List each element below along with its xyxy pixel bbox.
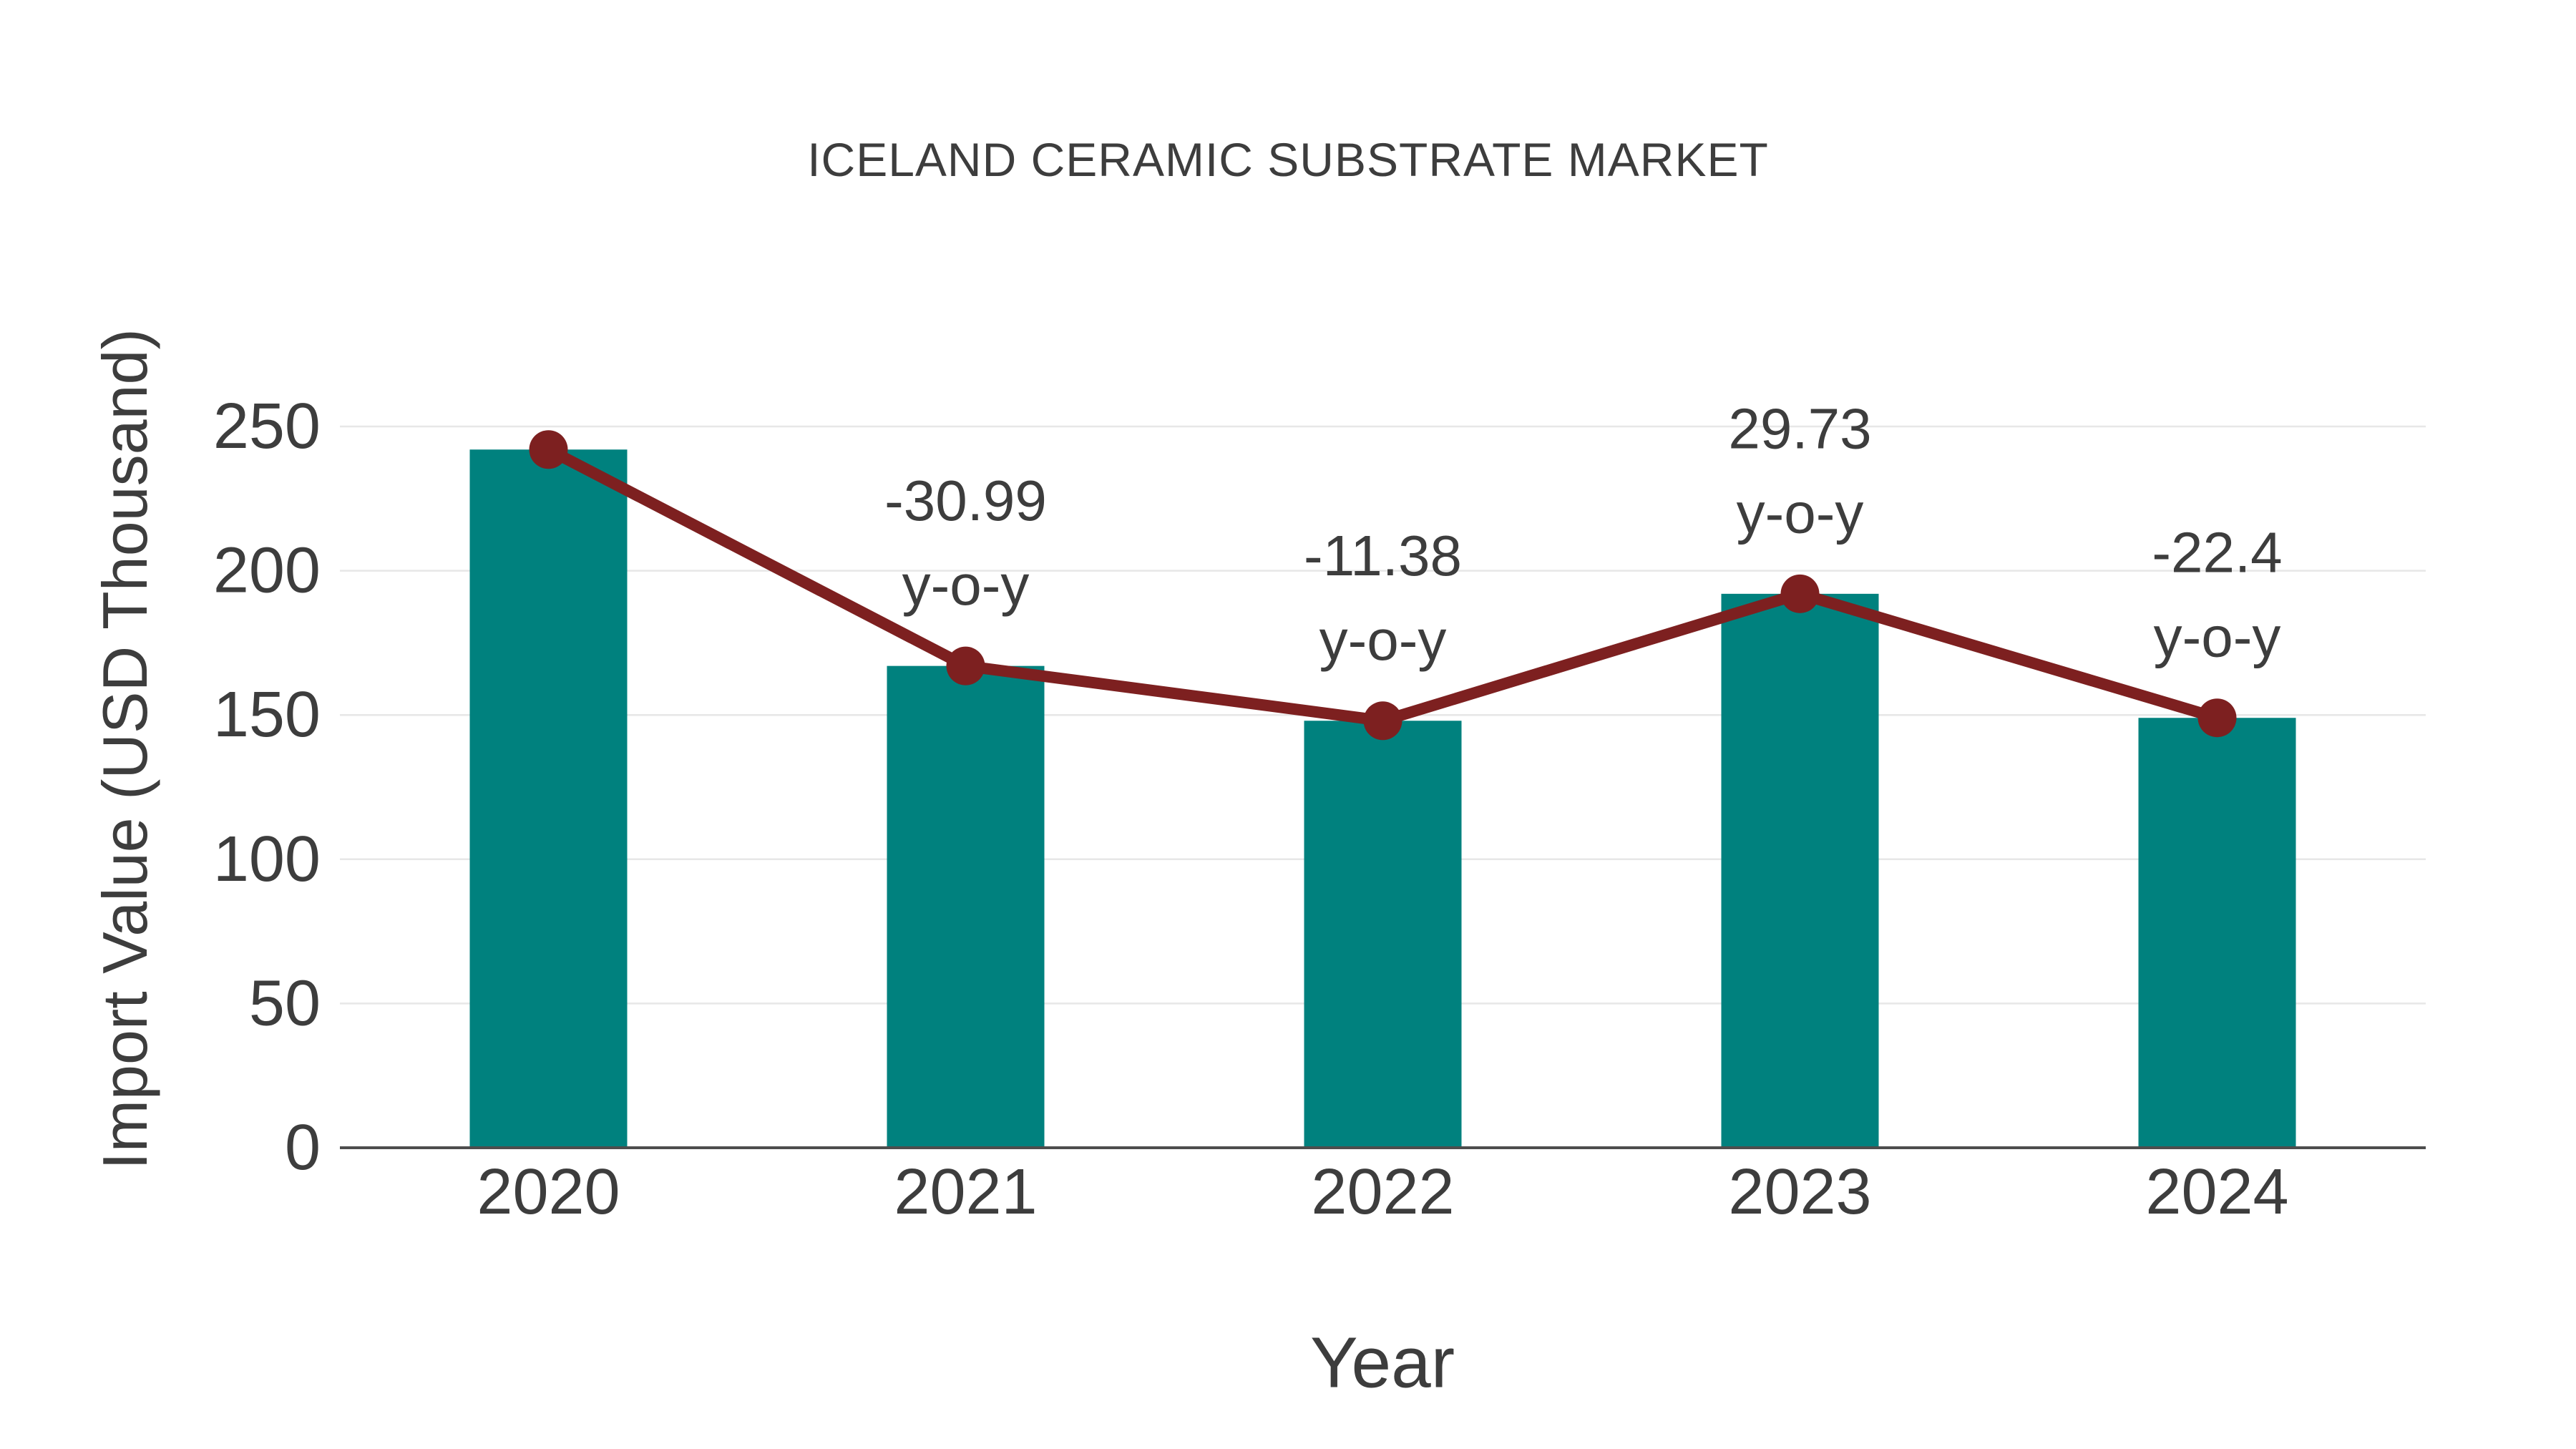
- x-tick-label-2023: 2023: [1728, 1156, 1871, 1228]
- chart-title: ICELAND CERAMIC SUBSTRATE MARKET: [807, 133, 1769, 186]
- y-tick-label-50: 50: [249, 967, 321, 1039]
- data-point-marker-2021: [946, 646, 985, 686]
- annotation-value-2023: 29.73: [1728, 396, 1871, 460]
- bar-2023: [1721, 593, 1879, 1148]
- x-tick-label-2022: 2022: [1311, 1156, 1454, 1228]
- data-point-marker-2022: [1363, 701, 1402, 741]
- y-tick-label-100: 100: [213, 824, 321, 895]
- bar-2021: [887, 665, 1045, 1148]
- y-tick-label-200: 200: [213, 535, 321, 607]
- bar-2024: [2138, 718, 2296, 1148]
- x-tick-label-2020: 2020: [477, 1156, 620, 1228]
- x-tick-label-2024: 2024: [2145, 1156, 2288, 1228]
- y-tick-label-0: 0: [285, 1112, 321, 1184]
- data-point-marker-2023: [1780, 574, 1820, 613]
- annotation-value-2024: -22.4: [2152, 521, 2282, 585]
- data-point-marker-2020: [529, 430, 568, 469]
- annotation-suffix-2023: y-o-y: [1737, 481, 1864, 545]
- bar-2020: [469, 449, 628, 1148]
- y-tick-label-150: 150: [213, 679, 321, 751]
- annotation-suffix-2022: y-o-y: [1319, 608, 1447, 672]
- annotation-value-2022: -11.38: [1304, 524, 1462, 587]
- annotation-value-2021: -30.99: [884, 469, 1047, 532]
- annotation-suffix-2021: y-o-y: [902, 553, 1030, 617]
- x-axis-title: Year: [1309, 1322, 1455, 1403]
- x-tick-label-2021: 2021: [894, 1156, 1037, 1228]
- y-tick-label-250: 250: [213, 391, 321, 462]
- annotation-suffix-2024: y-o-y: [2154, 605, 2281, 669]
- data-point-marker-2024: [2197, 698, 2237, 738]
- bar-2022: [1304, 721, 1462, 1148]
